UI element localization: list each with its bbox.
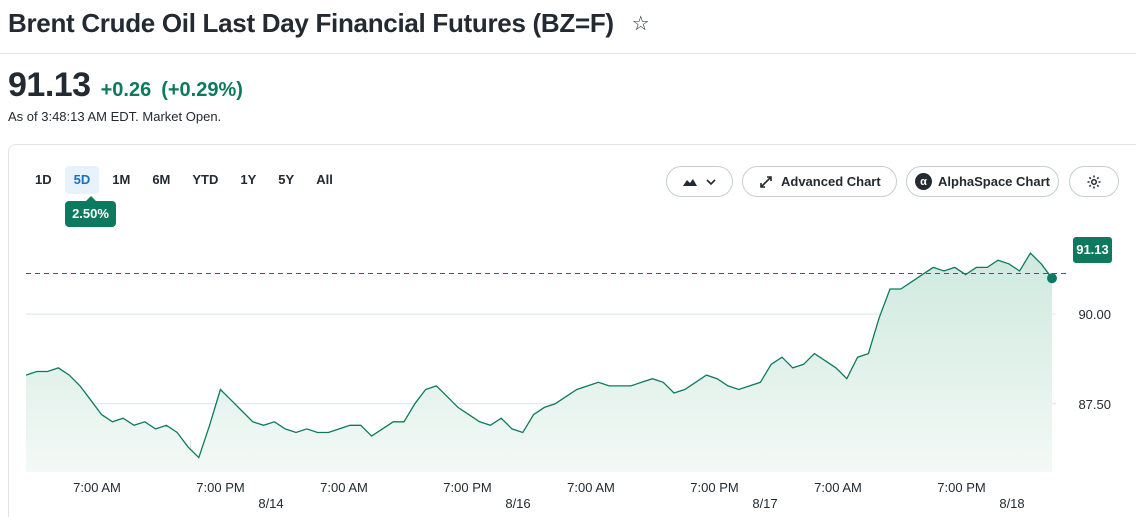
quote-summary: 91.13 +0.26 (+0.29%) — [8, 66, 243, 105]
x-tick-label-7: 7:00 PM — [937, 480, 985, 495]
chart-type-button[interactable] — [666, 166, 733, 197]
range-1y[interactable]: 1Y — [240, 172, 257, 187]
expand-arrows-icon — [760, 175, 772, 188]
advanced-chart-button[interactable]: Advanced Chart — [742, 166, 897, 197]
alphaspace-chart-label: AlphaSpace Chart — [938, 174, 1050, 189]
range-1m[interactable]: 1M — [112, 172, 131, 187]
price-change-percent: (+0.29%) — [161, 79, 243, 101]
range-all[interactable]: All — [316, 172, 333, 187]
chart-panel — [8, 144, 1136, 517]
current-price-tag: 91.13 — [1073, 237, 1112, 263]
price-line — [25, 252, 1053, 459]
gear-icon — [1087, 175, 1101, 188]
market-status: As of 3:48:13 AM EDT. Market Open. — [8, 109, 222, 124]
chevron-down-icon — [705, 178, 716, 185]
page-title: Brent Crude Oil Last Day Financial Futur… — [8, 7, 614, 38]
star-outline-icon[interactable]: ☆ — [631, 12, 650, 35]
last-price-dot — [1047, 273, 1057, 284]
y-tick-label-0: 90.00 — [1078, 307, 1111, 322]
range-1d[interactable]: 1D — [35, 172, 52, 187]
alpha-logo-icon: α — [915, 173, 932, 190]
x-axis: 7:00 AM 7:00 PM 7:00 AM 7:00 PM 7:00 AM 7:00 … — [73, 480, 1025, 511]
range-change-badge: 2.50% — [65, 196, 116, 227]
header: Brent Crude Oil Last Day Financial Futur… — [8, 6, 650, 40]
alphaspace-chart-button[interactable]: α AlphaSpace Chart — [906, 166, 1059, 197]
x-tick-label-3: 7:00 PM — [443, 480, 491, 495]
y-axis: 90.00 87.50 — [1078, 307, 1111, 412]
range-ytd[interactable]: YTD — [192, 172, 219, 187]
range-5y[interactable]: 5Y — [278, 172, 295, 187]
mountain-chart-icon — [682, 178, 697, 186]
advanced-chart-label: Advanced Chart — [781, 174, 881, 189]
price-change: +0.26 — [100, 79, 152, 101]
range-6m[interactable]: 6M — [152, 172, 171, 187]
x-tick-label-1: 7:00 PM — [196, 480, 244, 495]
price-area — [26, 253, 1052, 472]
date-label-2: 8/17 — [752, 496, 777, 511]
date-label-0: 8/14 — [258, 496, 283, 511]
header-divider — [0, 53, 1136, 54]
x-tick-label-4: 7:00 AM — [567, 480, 615, 495]
x-tick-label-2: 7:00 AM — [320, 480, 368, 495]
x-tick-label-0: 7:00 AM — [73, 480, 121, 495]
date-label-1: 8/16 — [505, 496, 530, 511]
x-tick-label-5: 7:00 PM — [690, 480, 738, 495]
x-tick-label-6: 7:00 AM — [814, 480, 862, 495]
range-selector: 1D 5D 1M 6M YTD 1Y 5Y All — [26, 166, 346, 194]
date-label-3: 8/18 — [999, 496, 1024, 511]
y-tick-label-1: 87.50 — [1078, 397, 1111, 412]
range-5d[interactable]: 5D — [64, 166, 100, 194]
chart-settings-button[interactable] — [1069, 166, 1119, 197]
current-price: 91.13 — [8, 66, 91, 104]
